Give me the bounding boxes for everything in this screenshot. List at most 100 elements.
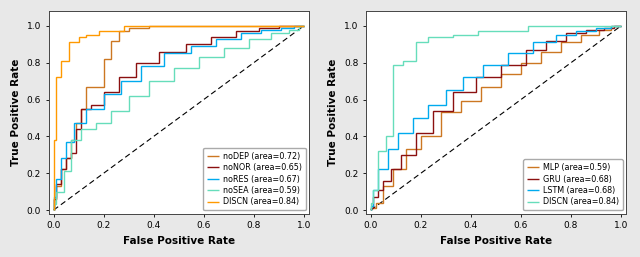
MLP (area=0.59) [517, 72, 525, 75]
noSEA (area=0.59) [52, 190, 60, 193]
noNOR (area=0.65) [300, 24, 308, 27]
LSTM (area=0.68) [460, 76, 467, 79]
noDEP (area=0.72) [50, 197, 58, 200]
DISCN (area=0.84) [120, 24, 127, 27]
noSEA (area=0.59) [92, 122, 100, 125]
DISCN (area=0.84) [450, 33, 458, 36]
noSEA (area=0.59) [285, 28, 292, 31]
noRES (area=0.67) [188, 52, 195, 55]
noRES (area=0.67) [160, 65, 168, 68]
noDEP (area=0.72) [300, 24, 308, 27]
DISCN (area=0.84) [83, 35, 90, 39]
DISCN (area=0.84) [369, 201, 377, 204]
MLP (area=0.59) [402, 168, 410, 171]
MLP (area=0.59) [477, 100, 485, 103]
noDEP (area=0.72) [62, 168, 70, 171]
GRU (area=0.68) [412, 153, 420, 156]
LSTM (area=0.68) [385, 148, 392, 151]
noRES (area=0.67) [138, 65, 145, 68]
noNOR (area=0.65) [132, 61, 140, 64]
DISCN (area=0.84) [424, 41, 432, 44]
LSTM (area=0.68) [442, 104, 450, 107]
GRU (area=0.68) [369, 196, 377, 199]
noDEP (area=0.72) [145, 24, 152, 27]
noRES (area=0.67) [212, 37, 220, 40]
DISCN (area=0.84) [575, 24, 582, 27]
DISCN (area=0.84) [412, 59, 420, 62]
DISCN (area=0.84) [175, 24, 182, 27]
Line: MLP (area=0.59): MLP (area=0.59) [371, 26, 621, 210]
noNOR (area=0.65) [290, 24, 298, 27]
noDEP (area=0.72) [212, 24, 220, 27]
noDEP (area=0.72) [83, 85, 90, 88]
MLP (area=0.59) [367, 208, 375, 212]
MLP (area=0.59) [380, 185, 387, 188]
noSEA (area=0.59) [67, 139, 75, 142]
GRU (area=0.68) [582, 28, 590, 31]
noNOR (area=0.65) [77, 107, 85, 110]
noDEP (area=0.72) [108, 39, 115, 42]
LSTM (area=0.68) [504, 52, 512, 55]
GRU (area=0.68) [429, 109, 437, 112]
noNOR (area=0.65) [88, 107, 95, 110]
noSEA (area=0.59) [170, 67, 177, 70]
GRU (area=0.68) [610, 26, 618, 29]
Y-axis label: True Positive Rate: True Positive Rate [328, 59, 339, 166]
noRES (area=0.67) [83, 122, 90, 125]
LSTM (area=0.68) [479, 63, 487, 66]
noRES (area=0.67) [52, 177, 60, 180]
DISCN (area=0.84) [225, 24, 232, 27]
LSTM (area=0.68) [410, 131, 417, 134]
DISCN (area=0.84) [550, 24, 557, 27]
MLP (area=0.59) [457, 111, 465, 114]
DISCN (area=0.84) [390, 63, 397, 66]
noNOR (area=0.65) [67, 151, 75, 154]
noNOR (area=0.65) [207, 35, 215, 39]
noDEP (area=0.72) [188, 24, 195, 27]
noRES (area=0.67) [58, 177, 65, 180]
noNOR (area=0.65) [67, 157, 75, 160]
LSTM (area=0.68) [424, 104, 432, 107]
LSTM (area=0.68) [367, 208, 375, 212]
DISCN (area=0.84) [52, 139, 60, 142]
DISCN (area=0.84) [390, 135, 397, 138]
noRES (area=0.67) [70, 122, 77, 125]
noDEP (area=0.72) [287, 24, 295, 27]
noNOR (area=0.65) [50, 197, 58, 200]
noRES (area=0.67) [237, 37, 245, 40]
DISCN (area=0.84) [500, 30, 508, 33]
noDEP (area=0.72) [100, 85, 108, 88]
noNOR (area=0.65) [100, 104, 108, 107]
GRU (area=0.68) [387, 168, 395, 171]
noSEA (area=0.59) [220, 47, 228, 50]
noRES (area=0.67) [278, 26, 285, 29]
noDEP (area=0.72) [52, 197, 60, 200]
GRU (area=0.68) [367, 207, 375, 210]
DISCN (area=0.84) [450, 35, 458, 39]
Line: DISCN (area=0.84): DISCN (area=0.84) [54, 26, 304, 210]
LSTM (area=0.68) [607, 26, 615, 29]
noDEP (area=0.72) [52, 185, 60, 188]
MLP (area=0.59) [537, 61, 545, 64]
noNOR (area=0.65) [155, 61, 163, 64]
LSTM (area=0.68) [374, 188, 382, 191]
noSEA (area=0.59) [125, 109, 132, 112]
DISCN (area=0.84) [275, 24, 283, 27]
MLP (area=0.59) [437, 135, 445, 138]
DISCN (area=0.84) [108, 30, 115, 33]
DISCN (area=0.84) [275, 24, 283, 27]
noSEA (area=0.59) [60, 170, 68, 173]
Y-axis label: True Positive Rate: True Positive Rate [11, 59, 21, 166]
GRU (area=0.68) [600, 28, 607, 31]
Line: noNOR (area=0.65): noNOR (area=0.65) [54, 26, 304, 210]
noNOR (area=0.65) [232, 30, 240, 33]
LSTM (area=0.68) [369, 205, 377, 208]
noDEP (area=0.72) [108, 58, 115, 61]
noNOR (area=0.65) [72, 127, 80, 131]
GRU (area=0.68) [542, 39, 550, 42]
MLP (area=0.59) [577, 41, 585, 44]
noSEA (area=0.59) [268, 37, 275, 40]
noNOR (area=0.65) [275, 24, 283, 27]
MLP (area=0.59) [380, 201, 387, 204]
GRU (area=0.68) [562, 32, 570, 35]
